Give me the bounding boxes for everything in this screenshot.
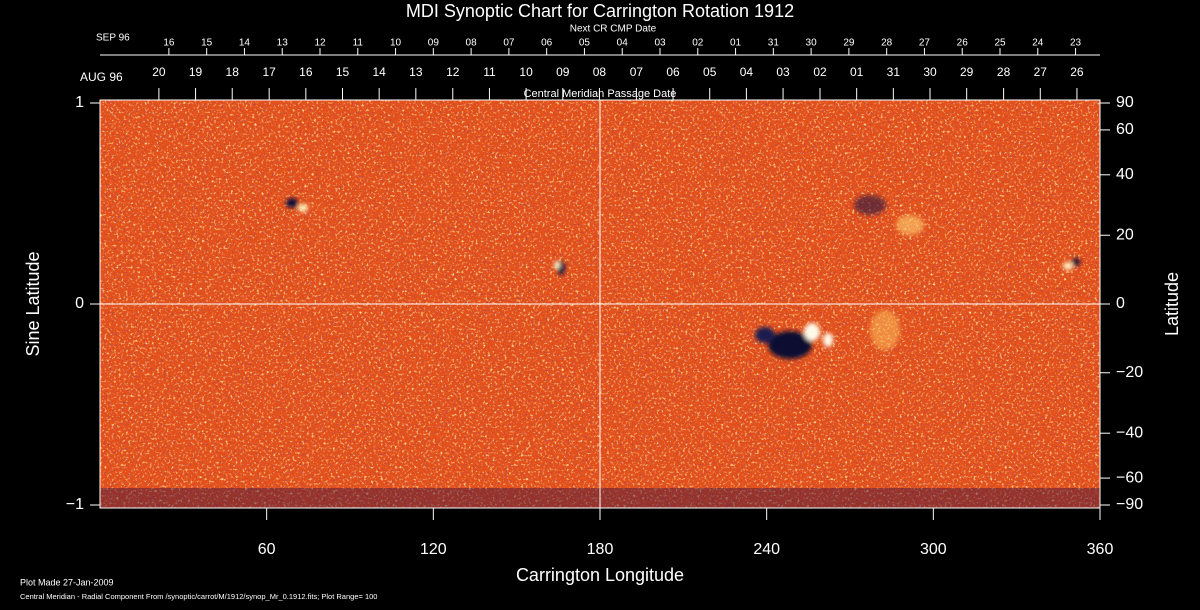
top-axis-title: Central Meridian Passage Date <box>524 88 677 100</box>
spot <box>854 195 886 215</box>
next-axis-tick-label: 30 <box>806 38 818 49</box>
top-axis-tick-label: 13 <box>409 65 423 79</box>
y2-tick-label: 0 <box>1116 295 1125 312</box>
x-tick-label: 120 <box>420 541 447 558</box>
next-axis-tick-label: 04 <box>617 38 629 49</box>
next-axis-tick-label: 09 <box>428 38 440 49</box>
next-axis-tick-label: 10 <box>390 38 402 49</box>
active-regions <box>286 195 1080 359</box>
top-axis-tick-label: 27 <box>1034 65 1048 79</box>
chart-title: MDI Synoptic Chart for Carrington Rotati… <box>406 1 794 21</box>
spot <box>1072 258 1080 266</box>
top-axis-tick-label: 06 <box>666 65 680 79</box>
next-axis-tick-label: 03 <box>654 38 666 49</box>
next-axis-tick-label: 07 <box>503 38 515 49</box>
top-axis-tick-label: 12 <box>446 65 460 79</box>
y2-axis-title: Latitude <box>1162 272 1182 336</box>
y2-tick-label: −40 <box>1116 424 1143 441</box>
next-axis-tick-label: 16 <box>163 38 175 49</box>
footer-line: Plot Made 27-Jan-2009 <box>20 577 114 587</box>
next-axis-tick-label: 23 <box>1070 38 1082 49</box>
top-axis-tick-label: 30 <box>923 65 937 79</box>
next-axis-tick-label: 12 <box>314 38 326 49</box>
spot <box>286 198 298 208</box>
next-axis-tick-label: 25 <box>994 38 1006 49</box>
top-axis-tick-label: 16 <box>299 65 313 79</box>
next-axis-tick-label: 06 <box>541 38 553 49</box>
spot <box>554 261 560 269</box>
y-axis-title: Sine Latitude <box>23 251 43 356</box>
y2-tick-label: −20 <box>1116 364 1143 381</box>
x-tick-label: 60 <box>258 541 276 558</box>
spot <box>755 327 775 343</box>
top-axis-tick-label: 10 <box>519 65 533 79</box>
top-axis-tick-label: 18 <box>226 65 240 79</box>
y2-tick-label: −90 <box>1116 496 1143 513</box>
top-axis-tick-label: 02 <box>813 65 827 79</box>
x-tick-label: 240 <box>753 541 780 558</box>
next-axis-tick-label: 28 <box>881 38 893 49</box>
next-axis-tick-label: 31 <box>768 38 780 49</box>
next-axis-tick-label: 24 <box>1032 38 1044 49</box>
top-axis-tick-label: 04 <box>740 65 754 79</box>
next-axis-tick-label: 08 <box>466 38 478 49</box>
top-axis-tick-label: 15 <box>336 65 350 79</box>
top-axis-tick-label: 09 <box>556 65 570 79</box>
top-axis-tick-label: 29 <box>960 65 974 79</box>
top-axis-tick-label: 31 <box>887 65 901 79</box>
top-axis-tick-label: 26 <box>1070 65 1084 79</box>
spot <box>804 323 820 341</box>
y2-tick-label: 40 <box>1116 166 1134 183</box>
top-axis-tick-label: 05 <box>703 65 717 79</box>
top-axis-month: AUG 96 <box>80 70 123 84</box>
top-axis-tick-label: 03 <box>776 65 790 79</box>
top-axis-tick-label: 11 <box>483 65 496 79</box>
next-axis-title: Next CR CMP Date <box>570 24 657 35</box>
y2-tick-label: 60 <box>1116 121 1134 138</box>
next-axis-tick-label: 11 <box>353 38 364 49</box>
spot <box>298 204 308 212</box>
y-tick-label: 0 <box>75 295 84 312</box>
next-axis-tick-label: 01 <box>730 38 742 49</box>
spot <box>1063 262 1073 270</box>
spot <box>768 331 812 359</box>
spot <box>823 333 833 347</box>
footer-line: Central Meridian - Radial Component From… <box>20 592 377 601</box>
x-axis-title: Carrington Longitude <box>516 565 684 585</box>
top-axis-tick-label: 19 <box>189 65 203 79</box>
top-axis-tick-label: 01 <box>850 65 864 79</box>
top-axis-tick-label: 20 <box>152 65 166 79</box>
next-axis-tick-label: 27 <box>919 38 931 49</box>
next-axis-tick-label: 26 <box>957 38 969 49</box>
top-axis-tick-label: 14 <box>372 65 386 79</box>
next-axis-tick-label: 05 <box>579 38 591 49</box>
next-axis-tick-label: 29 <box>843 38 855 49</box>
y2-tick-label: −60 <box>1116 469 1143 486</box>
x-tick-label: 180 <box>587 541 614 558</box>
x-tick-label: 300 <box>920 541 947 558</box>
x-tick-label: 360 <box>1087 541 1114 558</box>
next-axis-tick-label: 13 <box>277 38 289 49</box>
next-axis-tick-label: 02 <box>692 38 704 49</box>
spot <box>896 215 924 235</box>
top-axis-tick-label: 28 <box>997 65 1011 79</box>
y2-tick-label: 90 <box>1116 94 1134 111</box>
top-axis-tick-label: 08 <box>593 65 607 79</box>
y-tick-label: −1 <box>66 496 84 513</box>
spot <box>870 310 900 350</box>
next-axis-tick-label: 15 <box>201 38 213 49</box>
top-axis-tick-label: 07 <box>630 65 644 79</box>
next-axis-tick-label: 14 <box>239 38 251 49</box>
next-axis-month: SEP 96 <box>96 33 130 44</box>
top-axis-tick-label: 17 <box>262 65 276 79</box>
y2-tick-label: 20 <box>1116 226 1134 243</box>
y-tick-label: 1 <box>75 94 84 111</box>
